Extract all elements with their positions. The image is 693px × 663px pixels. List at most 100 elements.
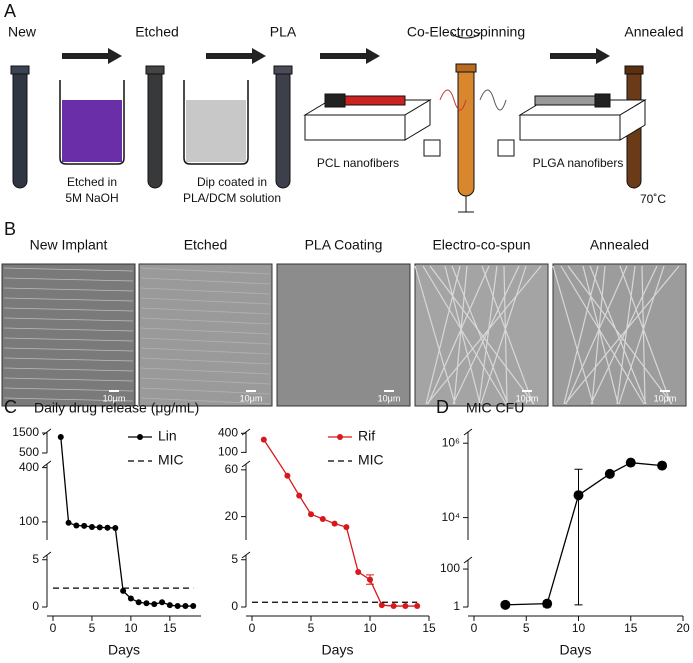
legend-label: MIC: [358, 452, 384, 468]
image-title: Electro-co-spun: [432, 237, 530, 253]
legend-label: Rif: [358, 428, 375, 444]
data-point: [390, 603, 397, 610]
note: Dip coated in: [197, 175, 267, 189]
fiber-texture: [582, 265, 619, 405]
texture: [140, 327, 271, 335]
y-tick-label: 100: [218, 445, 238, 459]
temperature: 70˚C: [640, 192, 666, 206]
x-tick-label: 15: [163, 621, 177, 635]
fiber-texture: [567, 265, 673, 405]
x-tick-label: 20: [676, 621, 690, 635]
data-point: [151, 601, 158, 608]
data-point: [96, 524, 103, 531]
texture: [3, 307, 134, 312]
y-tick-label: 5: [231, 552, 238, 566]
fiber-texture: [565, 265, 628, 405]
legend-label: MIC: [158, 452, 184, 468]
texture: [140, 397, 271, 405]
data-point: [166, 602, 173, 609]
y-tick-label: 500: [19, 445, 39, 459]
x-tick-label: 0: [249, 621, 256, 635]
data-point: [542, 598, 553, 609]
scale-bar-label: 10μm: [103, 393, 126, 403]
data-point: [81, 522, 88, 529]
texture: [3, 337, 134, 342]
tubes: [10, 63, 644, 197]
fiber-texture: [503, 265, 508, 405]
x-tick-label: 15: [422, 621, 436, 635]
sem-image: [138, 263, 273, 407]
data-point: [604, 468, 615, 479]
data-point: [112, 525, 119, 532]
data-point: [174, 603, 181, 610]
fiber-texture: [480, 265, 527, 405]
fiber-texture: [641, 265, 646, 405]
x-tick-label: 5: [523, 621, 530, 635]
legend-marker: [137, 434, 143, 440]
data-point: [65, 519, 72, 526]
texture: [140, 307, 271, 315]
image-title: PLA Coating: [305, 237, 383, 253]
x-tick-label: 10: [572, 621, 586, 635]
y-tick-label: 0: [32, 599, 39, 613]
fiber-texture: [589, 265, 647, 405]
data-point: [143, 600, 150, 607]
note: Etched in: [67, 175, 117, 189]
y-tick-label: 5: [32, 552, 39, 566]
fiber-texture: [618, 265, 665, 405]
fiber-texture: [425, 265, 461, 405]
arrows: [62, 48, 610, 64]
fiber-texture: [560, 265, 645, 405]
texture: [140, 277, 271, 285]
error-bar: [574, 468, 583, 606]
texture: [140, 267, 271, 275]
sem-images: New Implant 10μm Etched 10μm PLA Coating 10μm…: [1, 237, 687, 407]
data-point: [402, 603, 409, 610]
y-tick-label: 10⁶: [442, 435, 460, 449]
texture: [140, 347, 271, 355]
fiber-label: PLGA nanofibers: [533, 156, 624, 170]
scale-bar-label: 10μm: [378, 393, 401, 403]
sem-image: [276, 263, 411, 407]
x-axis-label: Days: [108, 642, 140, 658]
fiber-texture: [427, 265, 490, 405]
panel-title: MIC CFU: [466, 400, 524, 416]
step-label: Etched: [135, 24, 179, 40]
y-tick-label: 100: [19, 514, 39, 528]
electrospinning-setup: [303, 31, 647, 213]
fiber-texture: [552, 265, 594, 405]
axis-break: [463, 556, 473, 564]
texture: [3, 367, 134, 372]
x-axis-label: Days: [322, 642, 354, 658]
data-point: [355, 569, 362, 576]
data-point: [73, 522, 80, 529]
step-label: Annealed: [624, 24, 683, 40]
data-point: [260, 436, 267, 443]
panel-letter: D: [436, 397, 449, 417]
fiber-texture: [481, 265, 534, 405]
data-point: [657, 460, 668, 471]
series-line: [263, 439, 418, 607]
fiber-label: PCL nanofibers: [317, 156, 399, 170]
data-point: [120, 587, 127, 594]
y-tick-label: 1: [453, 599, 460, 613]
fiber-texture: [452, 265, 520, 405]
panel-title: Daily drug release (μg/mL): [34, 400, 199, 416]
texture: [3, 327, 134, 332]
data-point: [88, 523, 95, 530]
fiber-texture: [616, 265, 636, 405]
fiber-texture: [444, 265, 481, 405]
texture: [3, 357, 134, 362]
x-axis-label: Days: [560, 642, 592, 658]
data-point: [319, 515, 326, 522]
series-line: [505, 461, 663, 606]
panel-letter: A: [4, 1, 16, 21]
fiber-texture: [563, 265, 599, 405]
y-tick-label: 0: [231, 599, 238, 613]
data-point: [414, 603, 421, 610]
legend-marker: [337, 434, 343, 440]
texture: [3, 317, 134, 322]
fiber-texture: [453, 265, 468, 405]
fiber-texture: [414, 265, 456, 405]
